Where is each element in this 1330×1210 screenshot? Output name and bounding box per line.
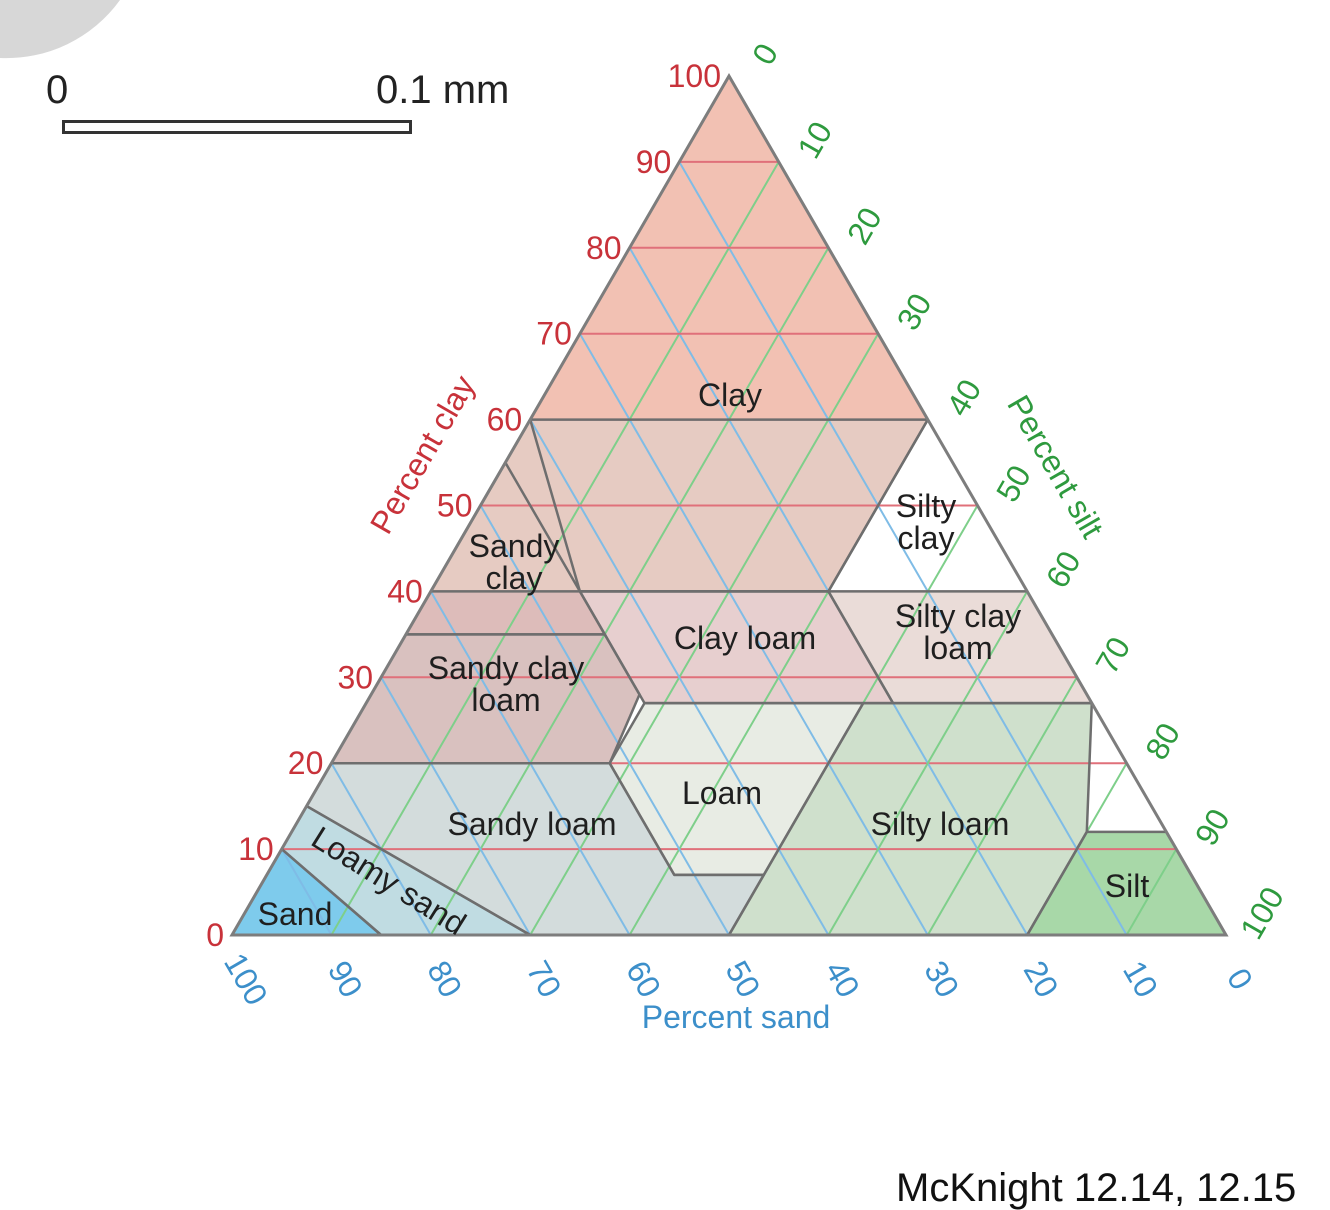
sand-tick-label: 0 (1220, 962, 1260, 995)
scale-bar: 0 0.1 mm (40, 60, 560, 150)
region-label-silty-clay: Silty clay (896, 488, 956, 556)
region-label-line: Silty clay (895, 598, 1021, 634)
sand-gridline (479, 504, 730, 936)
region-label-line: clay (898, 520, 955, 556)
region-label-clay-loam: Clay loam (674, 620, 816, 656)
region-silt (1027, 831, 1226, 935)
region-label-line: Silty (896, 488, 956, 524)
silt-tick-label: 20 (840, 201, 889, 250)
clay-axis-ticks: 0 10 20 30 40 50 60 70 80 90 100 (206, 58, 721, 953)
sand-tick-label: 40 (818, 955, 867, 1004)
sand-gridline (579, 333, 929, 936)
region-loam (609, 703, 864, 875)
region-label-sand: Sand (258, 896, 333, 932)
region-label-line: loam (471, 682, 540, 718)
region-label-sandy-clay: Sandy clay (469, 528, 560, 596)
region-label-silt: Silt (1105, 868, 1150, 904)
region-label-line: Silty loam (871, 806, 1010, 842)
scale-bar-end-label: 0.1 mm (376, 68, 510, 112)
clay-tick-label: 30 (338, 659, 374, 695)
region-label-silty-clay-loam: Silty clay loam (895, 598, 1021, 666)
clay-tick-label: 50 (437, 488, 473, 524)
sand-tick-label: 20 (1017, 955, 1066, 1004)
silt-tick-label: 70 (1088, 631, 1137, 680)
silt-tick-label: 10 (790, 115, 839, 164)
silt-tick-label: 100 (1233, 881, 1291, 945)
silt-tick-label: 90 (1188, 803, 1237, 852)
sand-tick-label: 30 (917, 955, 966, 1004)
sand-tick-label: 60 (619, 955, 668, 1004)
region-label-line: Silt (1105, 868, 1150, 904)
sand-tick-label: 90 (321, 955, 370, 1004)
clay-tick-label: 100 (668, 58, 721, 94)
region-label-sandy-loam: Sandy loam (448, 806, 617, 842)
sand-tick-label: 70 (520, 955, 569, 1004)
region-label-line: Sandy (469, 528, 560, 564)
clay-tick-label: 10 (238, 831, 274, 867)
triangle-outline (229, 73, 1229, 937)
sand-axis-title: Percent sand (642, 999, 831, 1035)
citation: McKnight 12.14, 12.15 (896, 1166, 1297, 1210)
sand-gridline (380, 676, 532, 936)
region-label-line: Clay (698, 377, 762, 413)
region-label-loam: Loam (682, 775, 762, 811)
silt-gridline (1125, 848, 1178, 936)
region-label-clay: Clay (698, 377, 762, 413)
clay-tick-label: 60 (487, 402, 523, 438)
silt-tick-label: 60 (1039, 545, 1088, 594)
sand-tick-label: 10 (1116, 955, 1165, 1004)
silt-gridline (529, 333, 879, 936)
clay-tick-label: 70 (536, 316, 572, 352)
clay-tick-label: 40 (387, 573, 423, 609)
clay-tick-label: 0 (206, 917, 224, 953)
silt-gridline (827, 590, 1029, 936)
region-label-line: Sandy loam (448, 806, 617, 842)
region-label-sandy-clay-loam: Sandy clay loam (428, 650, 585, 718)
scale-bar-start-label: 0 (46, 68, 69, 112)
region-label-line: Clay loam (674, 620, 816, 656)
sand-tick-label: 80 (420, 955, 469, 1004)
region-clay-loam (579, 591, 893, 704)
region-label-line: Loam (682, 775, 762, 811)
clay-tick-label: 80 (586, 230, 622, 266)
region-sandy-clay-loam (331, 634, 640, 764)
sand-tick-label: 50 (719, 955, 768, 1004)
sand-gridline (678, 161, 1128, 936)
region-silty-loam (729, 703, 1092, 935)
silt-gridline (926, 676, 1078, 936)
region-label-line: Sandy clay (428, 650, 585, 686)
silt-tick-label: 0 (745, 37, 785, 70)
silt-tick-label: 80 (1138, 717, 1187, 766)
clay-tick-label: 20 (288, 745, 324, 781)
region-label-line: Sand (258, 896, 333, 932)
silt-tick-label: 30 (890, 287, 939, 336)
region-label-silty-loam: Silty loam (871, 806, 1010, 842)
sand-gridline (280, 848, 333, 936)
scale-bar-rect (62, 120, 412, 134)
sand-tick-label: 100 (217, 947, 275, 1011)
region-label-line: clay (486, 560, 543, 596)
clay-tick-label: 90 (636, 144, 672, 180)
silt-tick-label: 40 (939, 373, 988, 422)
silt-tick-label: 50 (989, 459, 1038, 508)
corner-disc-decoration (0, 0, 120, 59)
region-label-line: loam (923, 630, 992, 666)
